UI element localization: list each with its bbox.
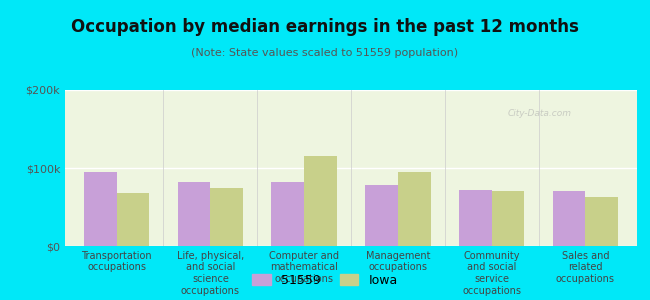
Bar	[211, 188, 243, 246]
Bar	[304, 156, 337, 246]
Bar	[459, 190, 491, 246]
Bar	[271, 182, 304, 246]
Text: (Note: State values scaled to 51559 population): (Note: State values scaled to 51559 popu…	[192, 48, 458, 58]
Bar	[116, 193, 150, 246]
Bar	[84, 172, 116, 246]
Bar	[365, 185, 398, 246]
Bar	[586, 197, 618, 246]
Bar	[552, 190, 586, 246]
Legend: 51559, Iowa: 51559, Iowa	[248, 270, 402, 291]
Text: City-Data.com: City-Data.com	[508, 110, 571, 118]
Bar	[491, 191, 525, 246]
Text: Occupation by median earnings in the past 12 months: Occupation by median earnings in the pas…	[71, 18, 579, 36]
Bar	[398, 172, 431, 246]
Bar	[177, 182, 211, 246]
